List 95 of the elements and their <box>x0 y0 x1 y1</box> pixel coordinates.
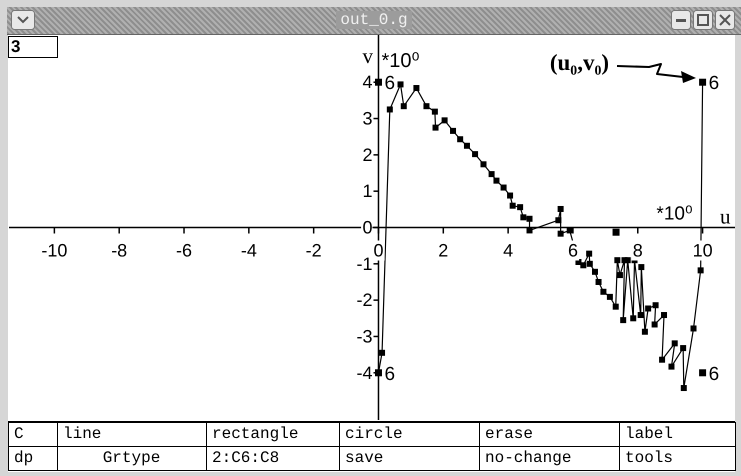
point <box>580 262 586 268</box>
y-tick-label: -2 <box>356 290 372 310</box>
point <box>661 312 668 318</box>
point <box>698 267 704 274</box>
point <box>558 206 564 212</box>
point <box>423 103 430 110</box>
point <box>442 117 448 124</box>
chart-title: out_0.g <box>336 11 412 29</box>
text: line <box>63 425 102 444</box>
point <box>620 317 626 324</box>
point <box>507 192 514 199</box>
point <box>652 321 658 328</box>
point <box>464 142 470 149</box>
point <box>457 136 464 142</box>
point <box>450 128 456 134</box>
point <box>645 305 652 312</box>
text: 2:C6:C8 <box>212 449 280 468</box>
point <box>586 260 593 267</box>
text: circle <box>345 425 403 444</box>
point <box>555 217 562 224</box>
x-tick-label: 8 <box>632 240 643 260</box>
annotation: *10⁰ <box>381 50 420 72</box>
point <box>612 304 619 310</box>
point <box>517 204 524 210</box>
point <box>630 315 636 322</box>
point <box>432 108 438 115</box>
text: 6 <box>384 364 396 385</box>
text: save <box>345 449 384 468</box>
point <box>606 294 613 300</box>
y-tick-label: 0 <box>362 218 372 238</box>
text: 6 <box>708 364 720 385</box>
text: C <box>14 425 24 444</box>
x-tick-label: -10 <box>41 240 68 260</box>
y-tick-label: 4 <box>362 72 372 92</box>
point <box>668 364 674 370</box>
y-tick-label: -3 <box>356 326 372 346</box>
y-tick-label: -1 <box>356 254 372 274</box>
y-tick-label: 3 <box>362 108 372 129</box>
x-axis-title: u <box>720 204 731 228</box>
point <box>493 178 500 184</box>
point <box>600 288 606 295</box>
point <box>699 369 706 376</box>
point <box>488 171 495 178</box>
x-tick-label: 10 <box>692 240 713 260</box>
x-tick-label: 4 <box>503 240 514 260</box>
point <box>596 278 602 285</box>
point <box>638 264 644 270</box>
annotation: 3 <box>11 37 20 57</box>
annotation: (u₀,v₀) <box>550 50 609 75</box>
point <box>680 385 687 392</box>
point <box>672 340 678 346</box>
text: label <box>625 425 674 444</box>
point <box>612 228 620 236</box>
point <box>520 214 526 220</box>
point <box>638 312 644 318</box>
x-tick-label: -6 <box>176 240 192 260</box>
point <box>413 85 420 92</box>
point <box>614 257 620 264</box>
point <box>616 272 623 278</box>
text: tools <box>625 449 674 468</box>
point <box>500 184 507 191</box>
point <box>432 124 439 131</box>
point <box>680 345 686 352</box>
point <box>652 302 659 308</box>
point <box>621 257 628 264</box>
legend-label: 6 <box>708 73 720 94</box>
point <box>386 106 393 112</box>
x-tick-label: -2 <box>306 240 322 260</box>
point <box>690 325 697 332</box>
point <box>642 328 648 335</box>
point <box>586 250 592 257</box>
x-tick-label: -8 <box>111 240 128 260</box>
y-axis-title: v <box>362 44 374 68</box>
point <box>400 103 407 110</box>
text: rectangle <box>212 425 298 444</box>
point <box>480 161 486 168</box>
y-tick-label: -4 <box>356 362 372 383</box>
point <box>659 356 666 363</box>
x-tick-label: -4 <box>240 240 257 260</box>
x-tick-label: 2 <box>438 240 448 260</box>
text: dp <box>14 449 34 468</box>
point <box>592 268 598 275</box>
point <box>526 216 533 222</box>
text: no-change <box>485 449 572 468</box>
point <box>510 202 516 209</box>
annotation: *10⁰ <box>656 204 693 224</box>
point <box>558 230 564 237</box>
point <box>472 151 478 158</box>
y-tick-label: 2 <box>362 144 372 165</box>
x-tick-label: 6 <box>568 240 578 260</box>
point <box>398 81 404 88</box>
text: 6 <box>384 73 396 94</box>
y-tick-label: 1 <box>362 181 372 202</box>
text: erase <box>485 425 534 444</box>
point <box>379 350 386 356</box>
